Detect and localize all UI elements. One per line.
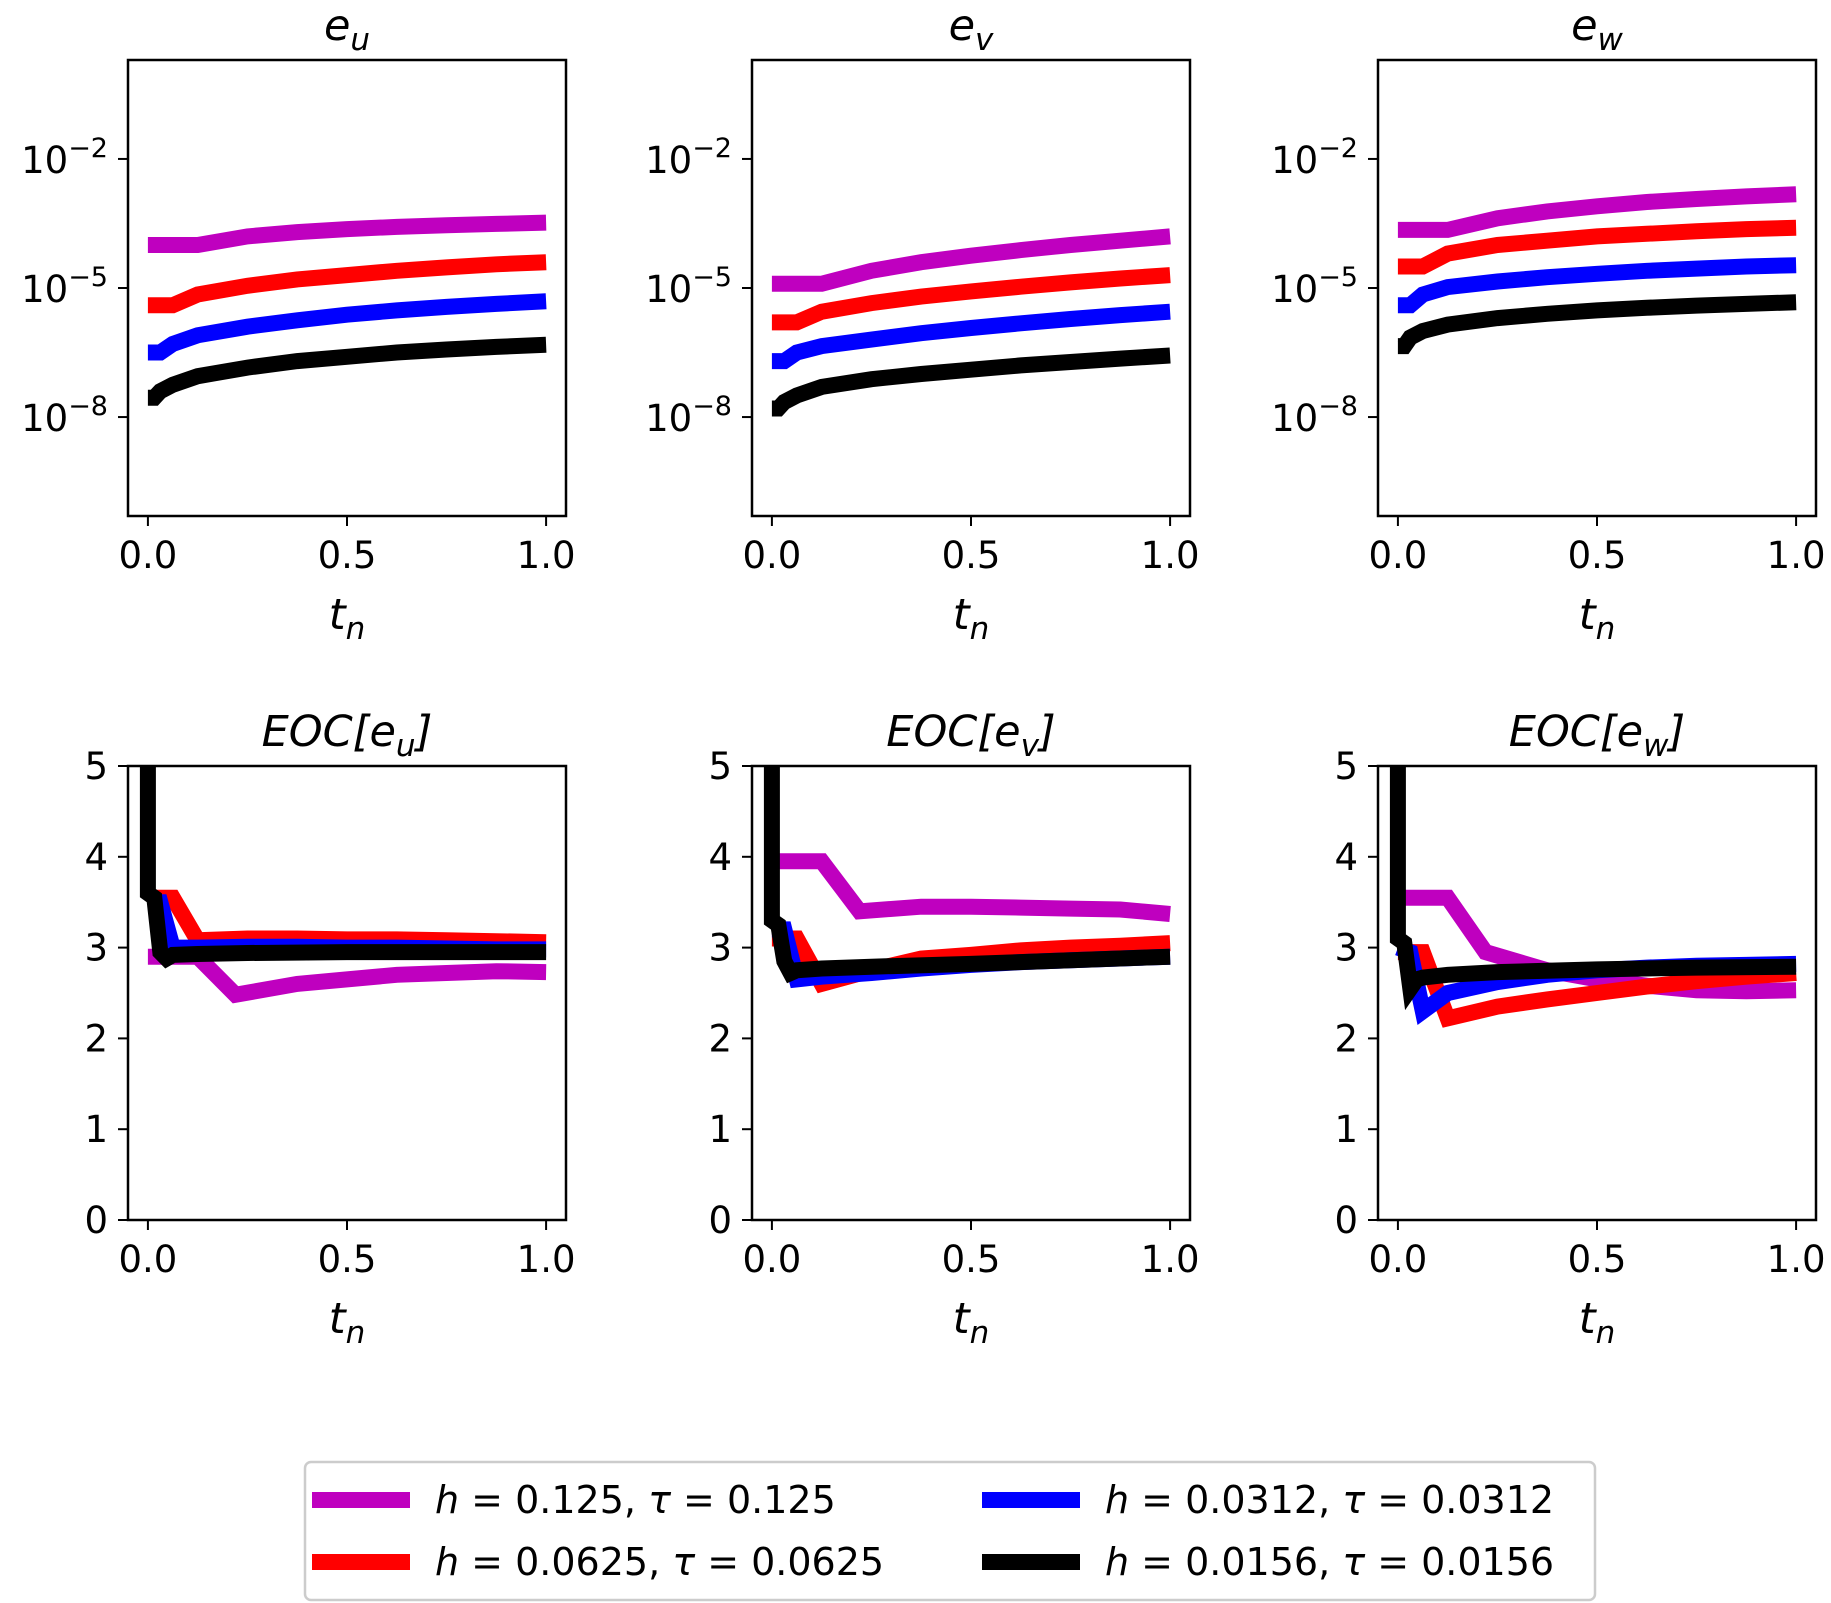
series-line-2 [147, 889, 547, 951]
x-tick-label: 0.0 [742, 534, 801, 577]
y-tick-label: 1 [1334, 1108, 1358, 1151]
series-line-2 [1397, 219, 1797, 275]
legend: h = 0.125, τ = 0.125 h = 0.0625, τ = 0.0… [303, 1460, 1597, 1602]
panel-title: EOC[eu] [262, 707, 433, 764]
y-tick-label: 10−2 [21, 133, 108, 182]
x-axis-label: tn [329, 1294, 366, 1351]
series-line-3 [771, 303, 1171, 370]
series-line-4 [147, 336, 547, 406]
series-line-3 [147, 293, 547, 361]
series-line-1 [771, 853, 1171, 922]
y-tick-label: 2 [708, 1017, 732, 1060]
series-group [763, 766, 1171, 994]
y-tick-label: 10−5 [1271, 262, 1358, 311]
y-tick-label: 3 [708, 927, 732, 970]
y-tick-label: 4 [1334, 836, 1358, 879]
y-tick-label: 10−8 [645, 391, 732, 440]
series-line-2 [771, 267, 1171, 331]
y-tick-label: 5 [84, 745, 108, 788]
legend-label-1: h = 0.125, τ = 0.125 [435, 1478, 836, 1522]
x-axis-label: tn [953, 590, 990, 647]
series-line-1 [771, 228, 1171, 292]
y-tick-label: 1 [84, 1108, 108, 1151]
y-tick-label: 2 [1334, 1017, 1358, 1060]
series-line-2 [147, 254, 547, 314]
panel-title: EOC[ev] [886, 707, 1055, 764]
series-group [771, 228, 1171, 417]
series-line-1 [147, 214, 547, 253]
series-line-4 [763, 766, 1171, 984]
x-tick-label: 1.0 [1767, 534, 1826, 577]
x-tick-label: 0.5 [318, 534, 377, 577]
y-tick-label: 10−5 [645, 262, 732, 311]
y-tick-label: 0 [84, 1199, 108, 1242]
series-group [139, 766, 547, 1004]
series-group [147, 214, 547, 406]
legend-label-3: h = 0.0312, τ = 0.0312 [1105, 1478, 1554, 1522]
panel-4: 0.0 0.5 1.0 0 1 2 3 4 5 EOC[eu] tn [84, 707, 575, 1351]
legend-box [303, 1460, 1597, 1602]
x-axis-label: tn [1579, 590, 1616, 647]
y-tick-label: 0 [1334, 1199, 1358, 1242]
x-tick-label: 0.5 [1568, 1238, 1627, 1281]
x-tick-label: 0.5 [942, 534, 1001, 577]
y-tick-label: 0 [708, 1199, 732, 1242]
series-line-3 [1397, 257, 1797, 314]
x-axis-label: tn [329, 590, 366, 647]
y-tick-label: 10−8 [21, 391, 108, 440]
panel-2: 0.0 0.5 1.0 10−2 10−5 10−8 ev tn [645, 1, 1199, 647]
x-axis-label: tn [953, 1294, 990, 1351]
axes-frame [126, 764, 568, 1222]
series-line-4 [1389, 766, 1797, 1011]
x-axis-label: tn [1579, 1294, 1616, 1351]
y-tick-label: 10−2 [645, 133, 732, 182]
x-tick-label: 1.0 [1141, 534, 1200, 577]
y-tick-label: 5 [1334, 745, 1358, 788]
series-line-2 [1397, 944, 1797, 1028]
series-line-1 [1397, 186, 1797, 238]
panel-5: 0.0 0.5 1.0 0 1 2 3 4 5 EOC[ev] tn [708, 707, 1199, 1351]
x-tick-label: 1.0 [517, 1238, 576, 1281]
x-tick-label: 1.0 [517, 534, 576, 577]
x-tick-label: 0.0 [1368, 534, 1427, 577]
panel-title: ev [949, 1, 994, 58]
series-group [1389, 766, 1797, 1028]
y-tick-label: 10−2 [1271, 133, 1358, 182]
x-tick-label: 0.0 [742, 1238, 801, 1281]
y-tick-label: 10−5 [21, 262, 108, 311]
y-tick-label: 4 [708, 836, 732, 879]
panel-title: EOC[ew] [1509, 707, 1685, 764]
series-line-4 [771, 347, 1171, 417]
panel-1: 0.0 0.5 1.0 10−2 10−5 10−8 eu tn [21, 1, 575, 647]
x-tick-label: 0.0 [1368, 1238, 1427, 1281]
x-tick-label: 0.5 [318, 1238, 377, 1281]
y-tick-label: 10−8 [1271, 391, 1358, 440]
y-tick-label: 2 [84, 1017, 108, 1060]
x-tick-label: 0.5 [1568, 534, 1627, 577]
x-tick-label: 0.5 [942, 1238, 1001, 1281]
y-tick-label: 3 [84, 927, 108, 970]
series-line-4 [1397, 294, 1797, 355]
x-tick-label: 1.0 [1141, 1238, 1200, 1281]
x-tick-label: 0.0 [118, 1238, 177, 1281]
series-line-4 [139, 766, 547, 969]
legend-label-4: h = 0.0156, τ = 0.0156 [1105, 1540, 1554, 1584]
panel-3: 0.0 0.5 1.0 10−2 10−5 10−8 ew tn [1271, 1, 1825, 647]
panel-title: ew [1571, 1, 1623, 58]
panel-title: eu [324, 1, 370, 58]
x-tick-label: 1.0 [1767, 1238, 1826, 1281]
series-line-1 [147, 948, 547, 1004]
series-group [1397, 186, 1797, 355]
series-line-3 [147, 894, 547, 958]
y-tick-label: 5 [708, 745, 732, 788]
legend-label-2: h = 0.0625, τ = 0.0625 [435, 1540, 884, 1584]
series-line-1 [1397, 889, 1797, 1000]
x-tick-label: 0.0 [118, 534, 177, 577]
y-tick-label: 4 [84, 836, 108, 879]
y-tick-label: 1 [708, 1108, 732, 1151]
y-tick-label: 3 [1334, 927, 1358, 970]
panel-6: 0.0 0.5 1.0 0 1 2 3 4 5 EOC[ew] tn [1334, 707, 1825, 1351]
